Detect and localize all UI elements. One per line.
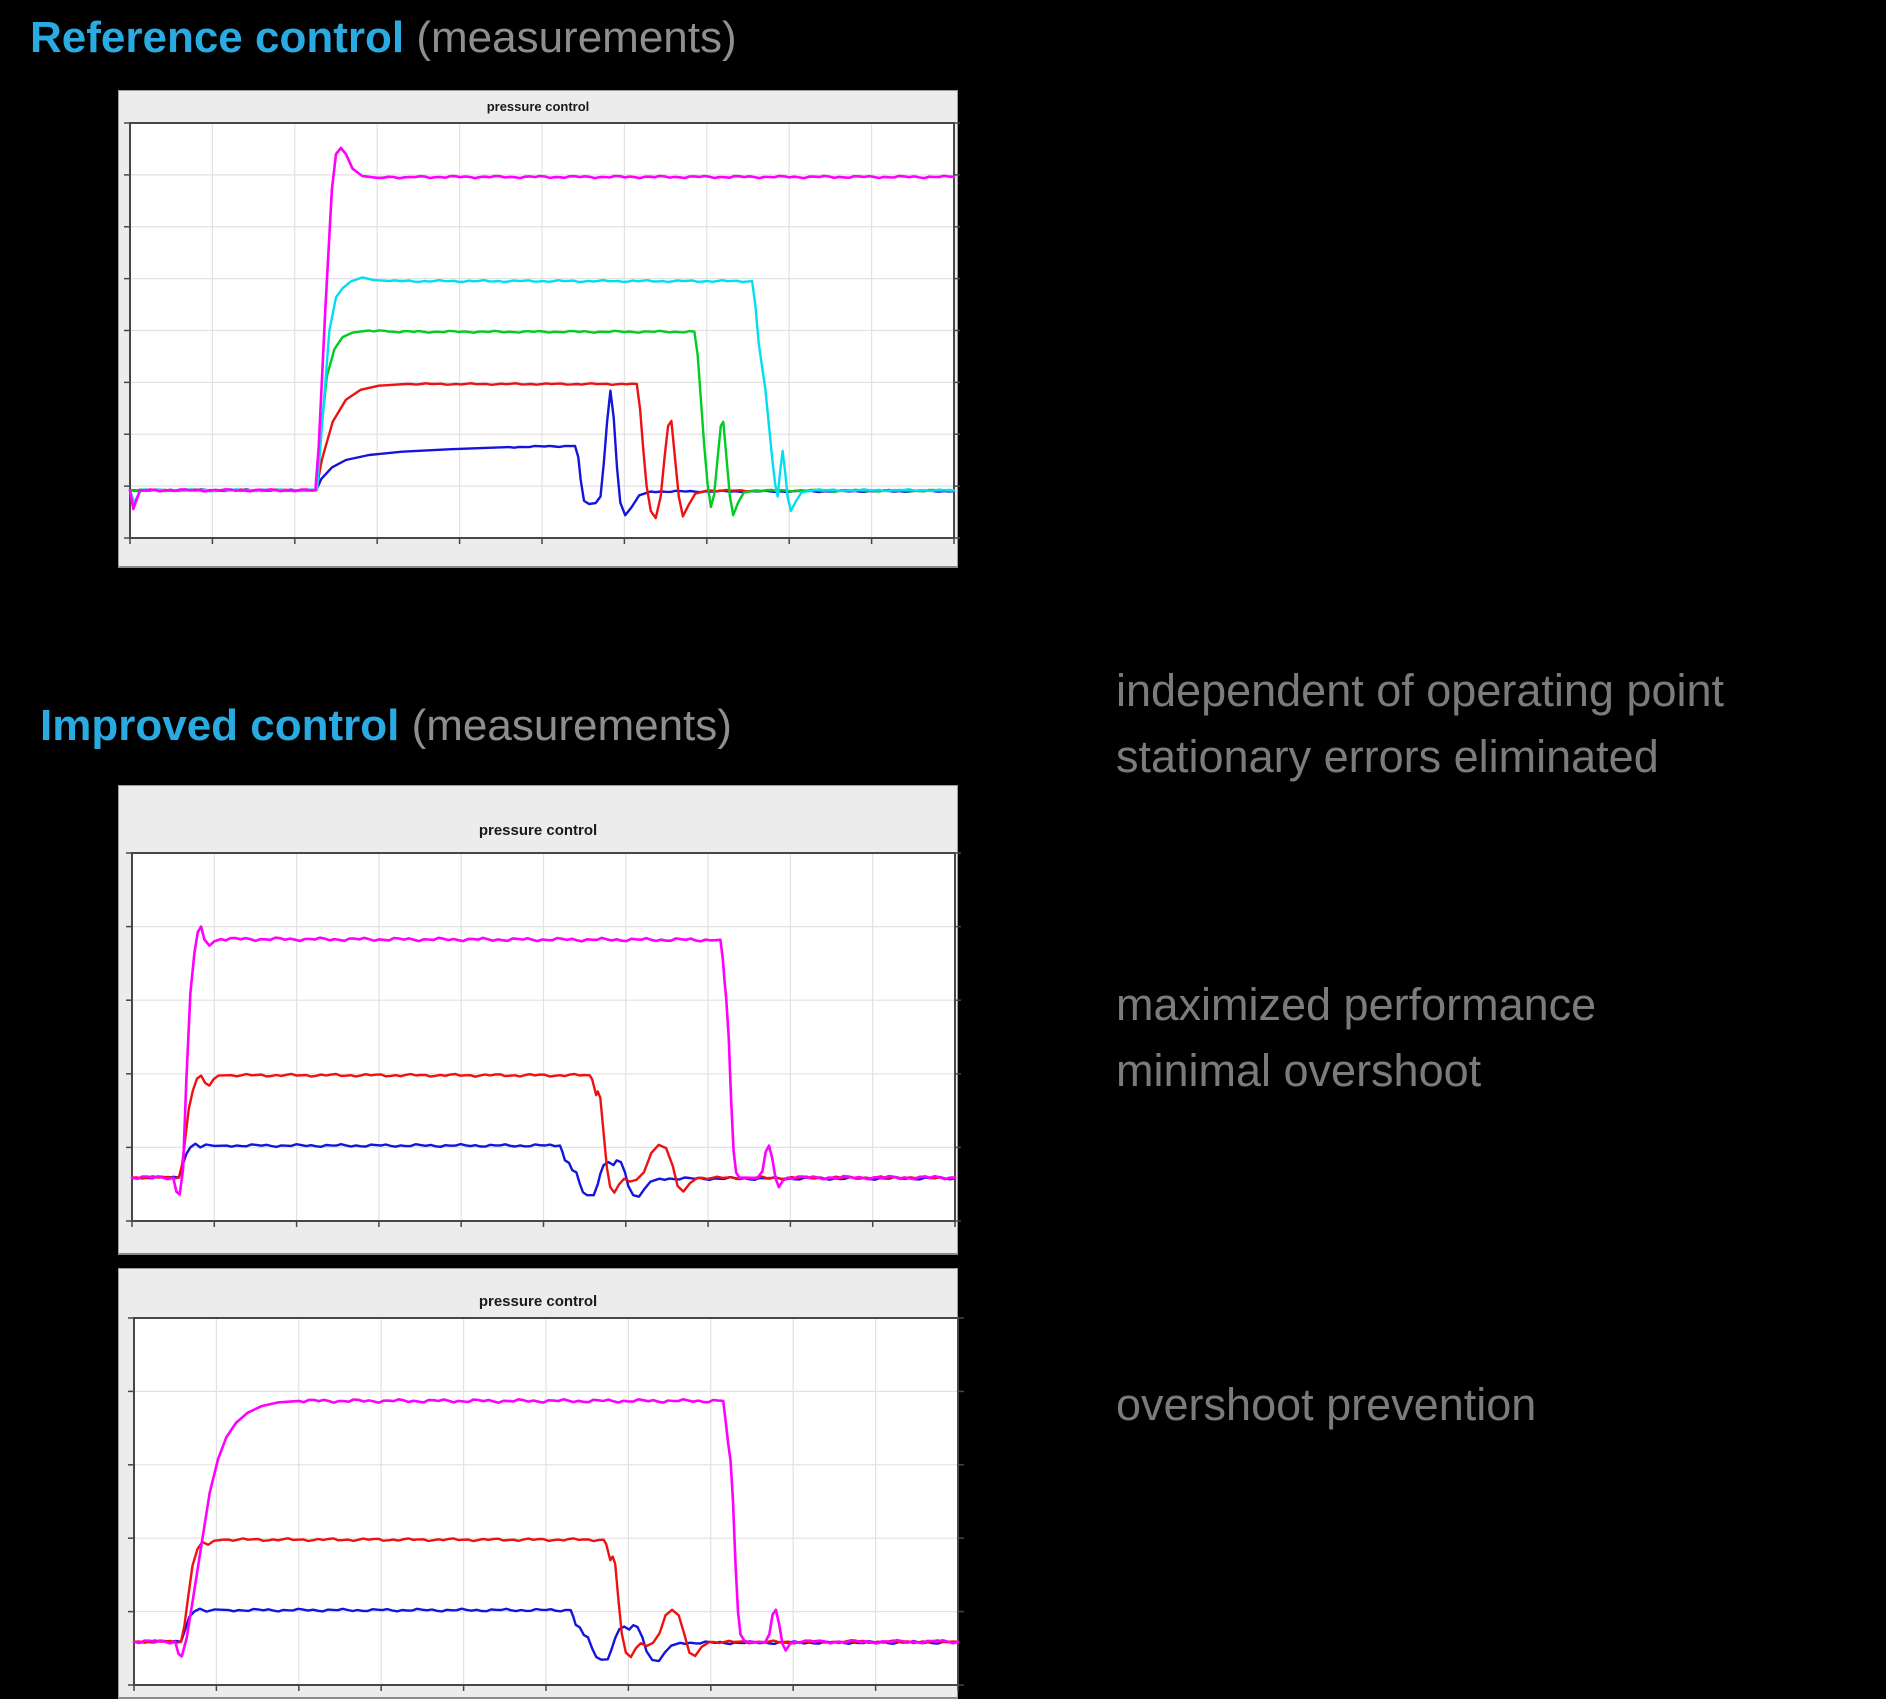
- annotation-line: independent of operating point: [1116, 665, 1725, 716]
- chart-canvas: [126, 852, 961, 1227]
- chart-canvas: [128, 1317, 964, 1691]
- heading-improved-control-strong: Improved control: [40, 701, 400, 750]
- figure-reference-control: pressure control: [118, 90, 960, 568]
- annotation-line: overshoot prevention: [1116, 1379, 1537, 1430]
- plot-area-improved-1: [126, 852, 961, 1227]
- heading-reference-control-strong: Reference control: [30, 13, 405, 62]
- heading-reference-control-suffix: (measurements): [404, 13, 737, 62]
- chart-title-improved-1: pressure control: [478, 822, 598, 839]
- annotation-line: minimal overshoot: [1116, 1045, 1482, 1096]
- annotation-overshoot-prevention: overshoot prevention: [1116, 1372, 1536, 1438]
- annotation-line: stationary errors eliminated: [1116, 731, 1659, 782]
- chart-title-reference: pressure control: [486, 99, 590, 114]
- chart-canvas: [124, 122, 960, 544]
- annotation-performance: maximized performance minimal overshoot: [1116, 972, 1596, 1104]
- plot-area-improved-2: [128, 1317, 964, 1691]
- figure-improved-control-2: pressure control: [118, 1268, 964, 1699]
- annotation-operating-point: independent of operating point stationar…: [1116, 658, 1724, 790]
- series-pressure-level-5-magenta: [128, 146, 956, 511]
- figure-improved-control-1: pressure control: [118, 785, 961, 1255]
- heading-improved-control-suffix: (measurements): [399, 701, 732, 750]
- annotation-line: maximized performance: [1116, 979, 1597, 1030]
- heading-improved-control: Improved control (measurements): [40, 701, 732, 750]
- chart-title-improved-2: pressure control: [478, 1293, 598, 1310]
- heading-reference-control: Reference control (measurements): [30, 13, 737, 62]
- plot-area-reference: [124, 122, 960, 544]
- series-pressure-level-5-magenta: [132, 1397, 960, 1658]
- series-pressure-level-5-magenta: [130, 925, 957, 1196]
